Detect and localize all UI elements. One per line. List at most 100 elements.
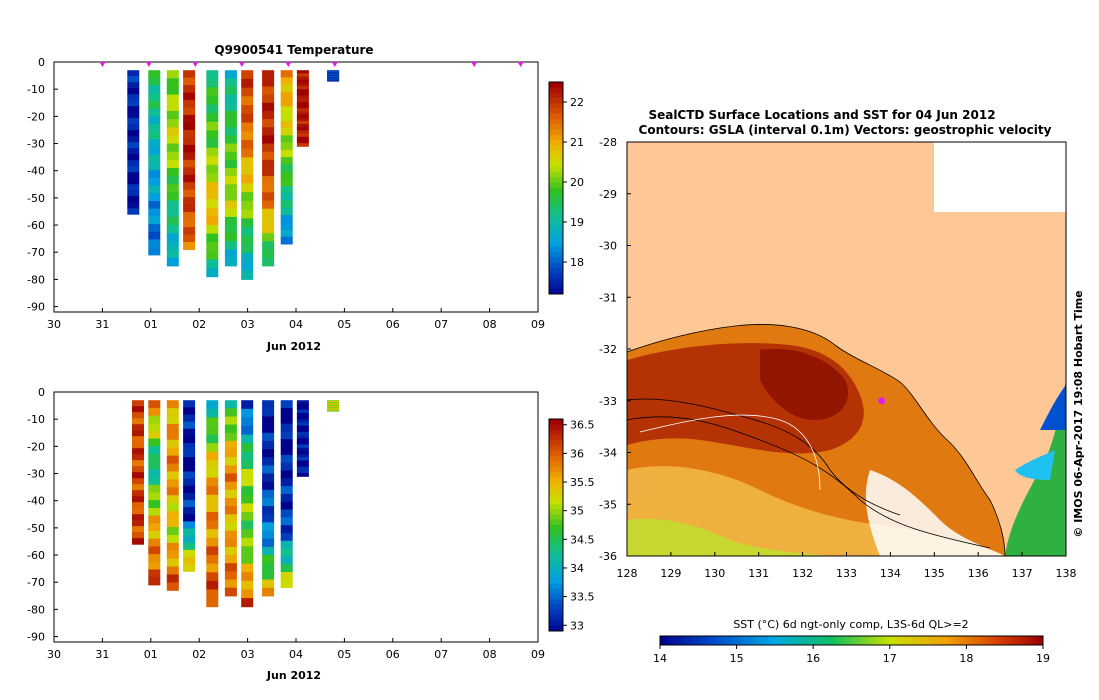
- profile-cell: [148, 131, 161, 140]
- profile-cell: [296, 133, 309, 138]
- profile-cell: [241, 451, 254, 461]
- profile-cell: [296, 70, 309, 74]
- y-tick-label: -40: [27, 495, 45, 508]
- profile-cell: [262, 457, 275, 466]
- profile-cell: [224, 119, 237, 128]
- profile-cell: [280, 540, 293, 550]
- colorbar-step: [549, 599, 563, 605]
- x-tick-label: 09: [531, 318, 545, 331]
- profile-cell: [327, 80, 340, 82]
- profile-cell: [148, 185, 161, 194]
- profile-cell: [148, 224, 161, 233]
- x-tick-label: 09: [531, 648, 545, 661]
- profile-cell: [148, 239, 161, 248]
- colorbar-step: [549, 615, 563, 621]
- profile-cell: [296, 454, 309, 458]
- colorbar-step: [549, 198, 563, 205]
- profile-cell: [206, 598, 219, 608]
- profile-cell: [224, 587, 237, 597]
- lon-tick-label: 129: [660, 567, 681, 580]
- colorbar-step: [549, 97, 563, 104]
- profile-cell: [127, 100, 140, 107]
- profile-cell: [132, 532, 144, 539]
- profile-cell: [262, 571, 275, 580]
- profile-cell: [206, 156, 219, 166]
- profile-cell: [280, 157, 293, 165]
- colorbar-step: [549, 477, 563, 484]
- profile-cell: [148, 407, 161, 417]
- colorbar-frame: [548, 418, 564, 632]
- profile-cell: [224, 449, 237, 458]
- profile-cell: [241, 166, 254, 176]
- profile-cell: [262, 489, 275, 499]
- profile-cell: [127, 172, 140, 179]
- profile-cell: [183, 507, 196, 515]
- sst-east-region: [1005, 380, 1066, 556]
- colorbar-step: [549, 166, 563, 173]
- profile-cell: [296, 425, 309, 430]
- profile-cell: [127, 136, 140, 143]
- profile-cell: [241, 200, 254, 211]
- profile-cell: [262, 538, 275, 548]
- x-tick-label: 31: [95, 318, 109, 331]
- profile-cell: [206, 503, 219, 513]
- colorbar-step: [549, 525, 563, 531]
- x-tick-label: 02: [192, 318, 206, 331]
- profile-cell: [262, 449, 275, 458]
- profile-cell: [166, 495, 179, 504]
- profile-cell: [262, 400, 275, 409]
- profile-cell: [183, 450, 196, 458]
- profile-cell: [262, 416, 275, 426]
- colorbar-step: [549, 588, 563, 595]
- profile-cell: [148, 216, 161, 225]
- colorbar-step: [549, 514, 563, 521]
- profile-cell: [280, 525, 293, 534]
- profile-cell: [224, 506, 237, 515]
- profile-cell: [280, 193, 293, 201]
- x-tick-label: 04: [289, 648, 303, 661]
- profile-cell: [206, 139, 219, 149]
- profile-cell: [280, 178, 293, 187]
- x-tick-label: 30: [47, 648, 61, 661]
- profile-cell: [148, 561, 161, 570]
- profile-cell: [206, 199, 219, 209]
- profile-cell: [183, 242, 196, 250]
- colorbar-step: [549, 567, 563, 574]
- sst-colorbar-tick-label: 19: [1036, 652, 1050, 665]
- map-title-line2: Contours: GSLA (interval 0.1m) Vectors: …: [639, 123, 1052, 137]
- profile-cell: [148, 201, 161, 210]
- salinity-y-axis: 0 -10 -20 -30 -40 -50 -60 -70 -80 -90: [27, 386, 58, 644]
- profile-cell: [183, 435, 196, 444]
- profile-cell: [262, 530, 275, 540]
- y-tick-label: -90: [27, 631, 45, 644]
- profile-cell: [127, 166, 140, 173]
- profile-cell: [280, 99, 293, 107]
- colorbar-step: [549, 429, 563, 436]
- profile-cell: [183, 564, 196, 572]
- profile-cell: [296, 463, 309, 468]
- profile-cell: [262, 465, 275, 475]
- profile-cell: [148, 484, 161, 493]
- profile-cell: [148, 193, 161, 202]
- profile-cell: [241, 503, 254, 513]
- profile-cell: [183, 428, 196, 437]
- profile-cell: [224, 78, 237, 87]
- profile-cell: [296, 89, 309, 93]
- colorbar-step: [549, 145, 563, 152]
- x-tick-label: 05: [337, 648, 351, 661]
- profile-cell: [127, 70, 140, 77]
- profile-cell: [132, 448, 144, 455]
- profile-cell: [206, 589, 219, 599]
- profile-cell: [296, 447, 309, 452]
- profile-cell: [127, 208, 140, 215]
- colorbar-step: [549, 419, 563, 425]
- profile-cell: [262, 514, 275, 523]
- colorbar-step: [549, 129, 563, 136]
- colorbar-step: [549, 593, 563, 600]
- x-tick-label: 08: [483, 648, 497, 661]
- colorbar-step: [549, 219, 563, 226]
- colorbar-step: [549, 278, 563, 284]
- sst-colorbar-tick-label: 17: [883, 652, 897, 665]
- profile-cell: [296, 124, 309, 128]
- colorbar-tick-label: 36: [570, 447, 584, 460]
